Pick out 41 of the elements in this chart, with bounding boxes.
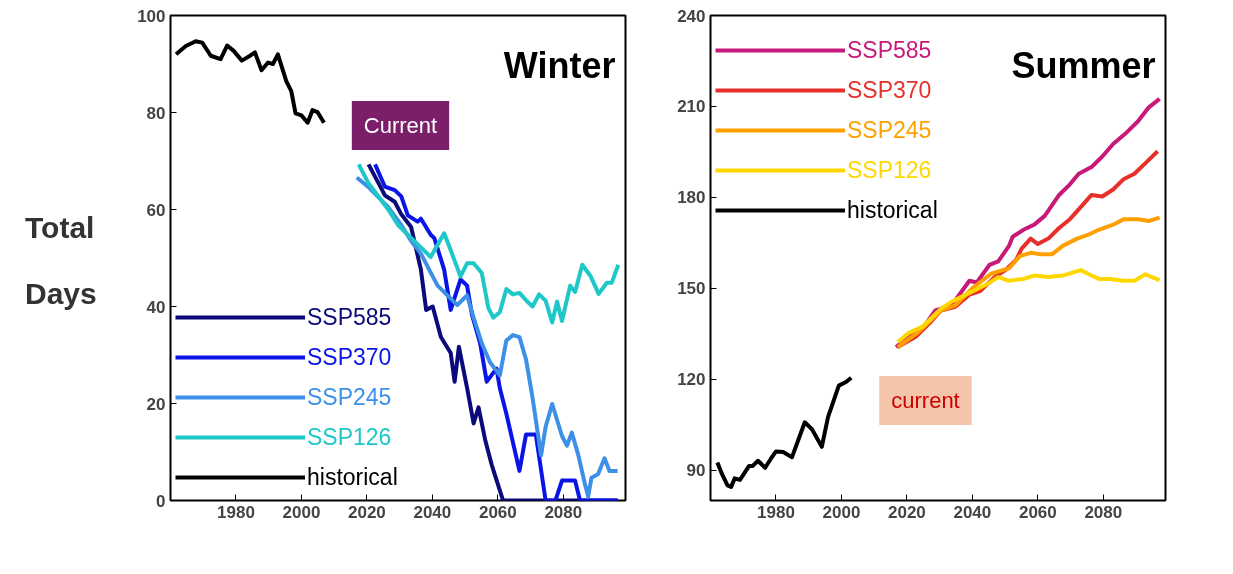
x-tick-label: 1980 [757, 502, 795, 522]
y-tick-label: 210 [677, 97, 706, 117]
x-tick-label: 2000 [822, 502, 861, 522]
text: SSP245 [847, 115, 932, 145]
y-tick-label: 0 [156, 491, 166, 511]
text: SSP370 [307, 342, 392, 372]
x-tick-label: 2000 [282, 502, 321, 522]
y-tick-label: 80 [146, 103, 166, 123]
text: SSP245 [307, 382, 392, 412]
y-tick-label: 180 [677, 188, 706, 208]
text: SSP370 [847, 75, 932, 105]
text: Summer [1011, 44, 1156, 86]
y-tick-label: 40 [146, 297, 166, 317]
x-tick-label: 2040 [413, 502, 452, 522]
x-tick-label: 1980 [217, 502, 255, 522]
y-tick-label: 20 [146, 394, 166, 414]
y-tick-label: 100 [137, 6, 166, 26]
text: SSP126 [307, 422, 392, 452]
y-tick-label: 150 [677, 279, 706, 299]
y-tick-label: 60 [146, 200, 166, 220]
x-tick-label: 2080 [544, 502, 583, 522]
annotation: current [891, 388, 960, 413]
y-tick-label: 120 [677, 370, 706, 390]
y-tick-label: 240 [677, 6, 706, 26]
x-tick-label: 2040 [953, 502, 992, 522]
text: historical [847, 195, 938, 225]
text: SSP585 [847, 35, 932, 65]
x-tick-label: 2080 [1084, 502, 1123, 522]
x-tick-label: 2020 [347, 502, 386, 522]
text: historical [307, 462, 398, 492]
x-tick-label: 2060 [1018, 502, 1057, 522]
annotation: Current [363, 113, 438, 138]
y-axis-title: Total Days [25, 210, 98, 312]
text: SSP126 [847, 155, 932, 185]
x-tick-label: 2020 [887, 502, 926, 522]
line-series [174, 39, 327, 125]
y-tick-label: 90 [686, 461, 706, 481]
text: Winter [503, 44, 616, 86]
series-label: SSP585 [307, 302, 392, 332]
line-series [895, 268, 1162, 344]
x-tick-label: 2060 [478, 502, 517, 522]
